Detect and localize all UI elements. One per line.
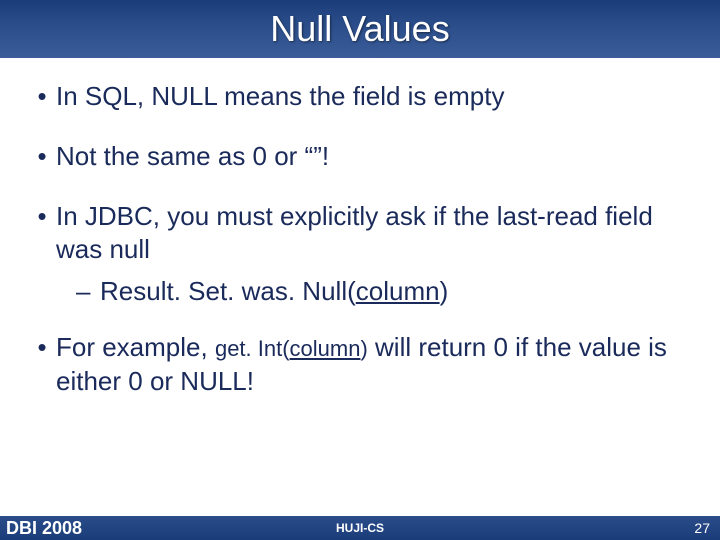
bullet-2-text: Not the same as 0 or “”! <box>56 140 692 174</box>
b4-code1: get. Int( <box>215 336 290 361</box>
slide-title: Null Values <box>270 8 449 50</box>
bullet-1-text: In SQL, NULL means the field is empty <box>56 80 692 114</box>
b4-part1: For example, <box>56 332 215 362</box>
title-bar: Null Values <box>0 0 720 58</box>
b4-code-arg: column <box>290 336 361 361</box>
sub-bullet-3-text: Result. Set. was. Null(column) <box>100 275 448 309</box>
footer-left: DBI 2008 <box>0 518 82 539</box>
sub-suffix: ) <box>440 276 449 306</box>
footer-center: HUJI-CS <box>336 521 384 535</box>
bullet-4-text: For example, get. Int(column) will retur… <box>56 331 692 399</box>
bullet-3-text: In JDBC, you must explicitly ask if the … <box>56 200 692 268</box>
dash-icon: – <box>76 275 100 309</box>
bullet-dot-icon: • <box>28 200 56 234</box>
bullet-4: • For example, get. Int(column) will ret… <box>28 331 692 399</box>
footer-bar: DBI 2008 HUJI-CS 27 <box>0 516 720 540</box>
sub-bullet-3: – Result. Set. was. Null(column) <box>28 275 692 309</box>
bullet-dot-icon: • <box>28 80 56 114</box>
slide-number: 27 <box>694 520 710 536</box>
bullet-dot-icon: • <box>28 331 56 365</box>
bullet-1: • In SQL, NULL means the field is empty <box>28 80 692 114</box>
sub-arg: column <box>356 276 440 306</box>
slide-body: • In SQL, NULL means the field is empty … <box>0 58 720 399</box>
bullet-2: • Not the same as 0 or “”! <box>28 140 692 174</box>
b4-code2: ) <box>360 336 367 361</box>
bullet-dot-icon: • <box>28 140 56 174</box>
sub-prefix: Result. Set. was. Null( <box>100 276 356 306</box>
bullet-3: • In JDBC, you must explicitly ask if th… <box>28 200 692 268</box>
